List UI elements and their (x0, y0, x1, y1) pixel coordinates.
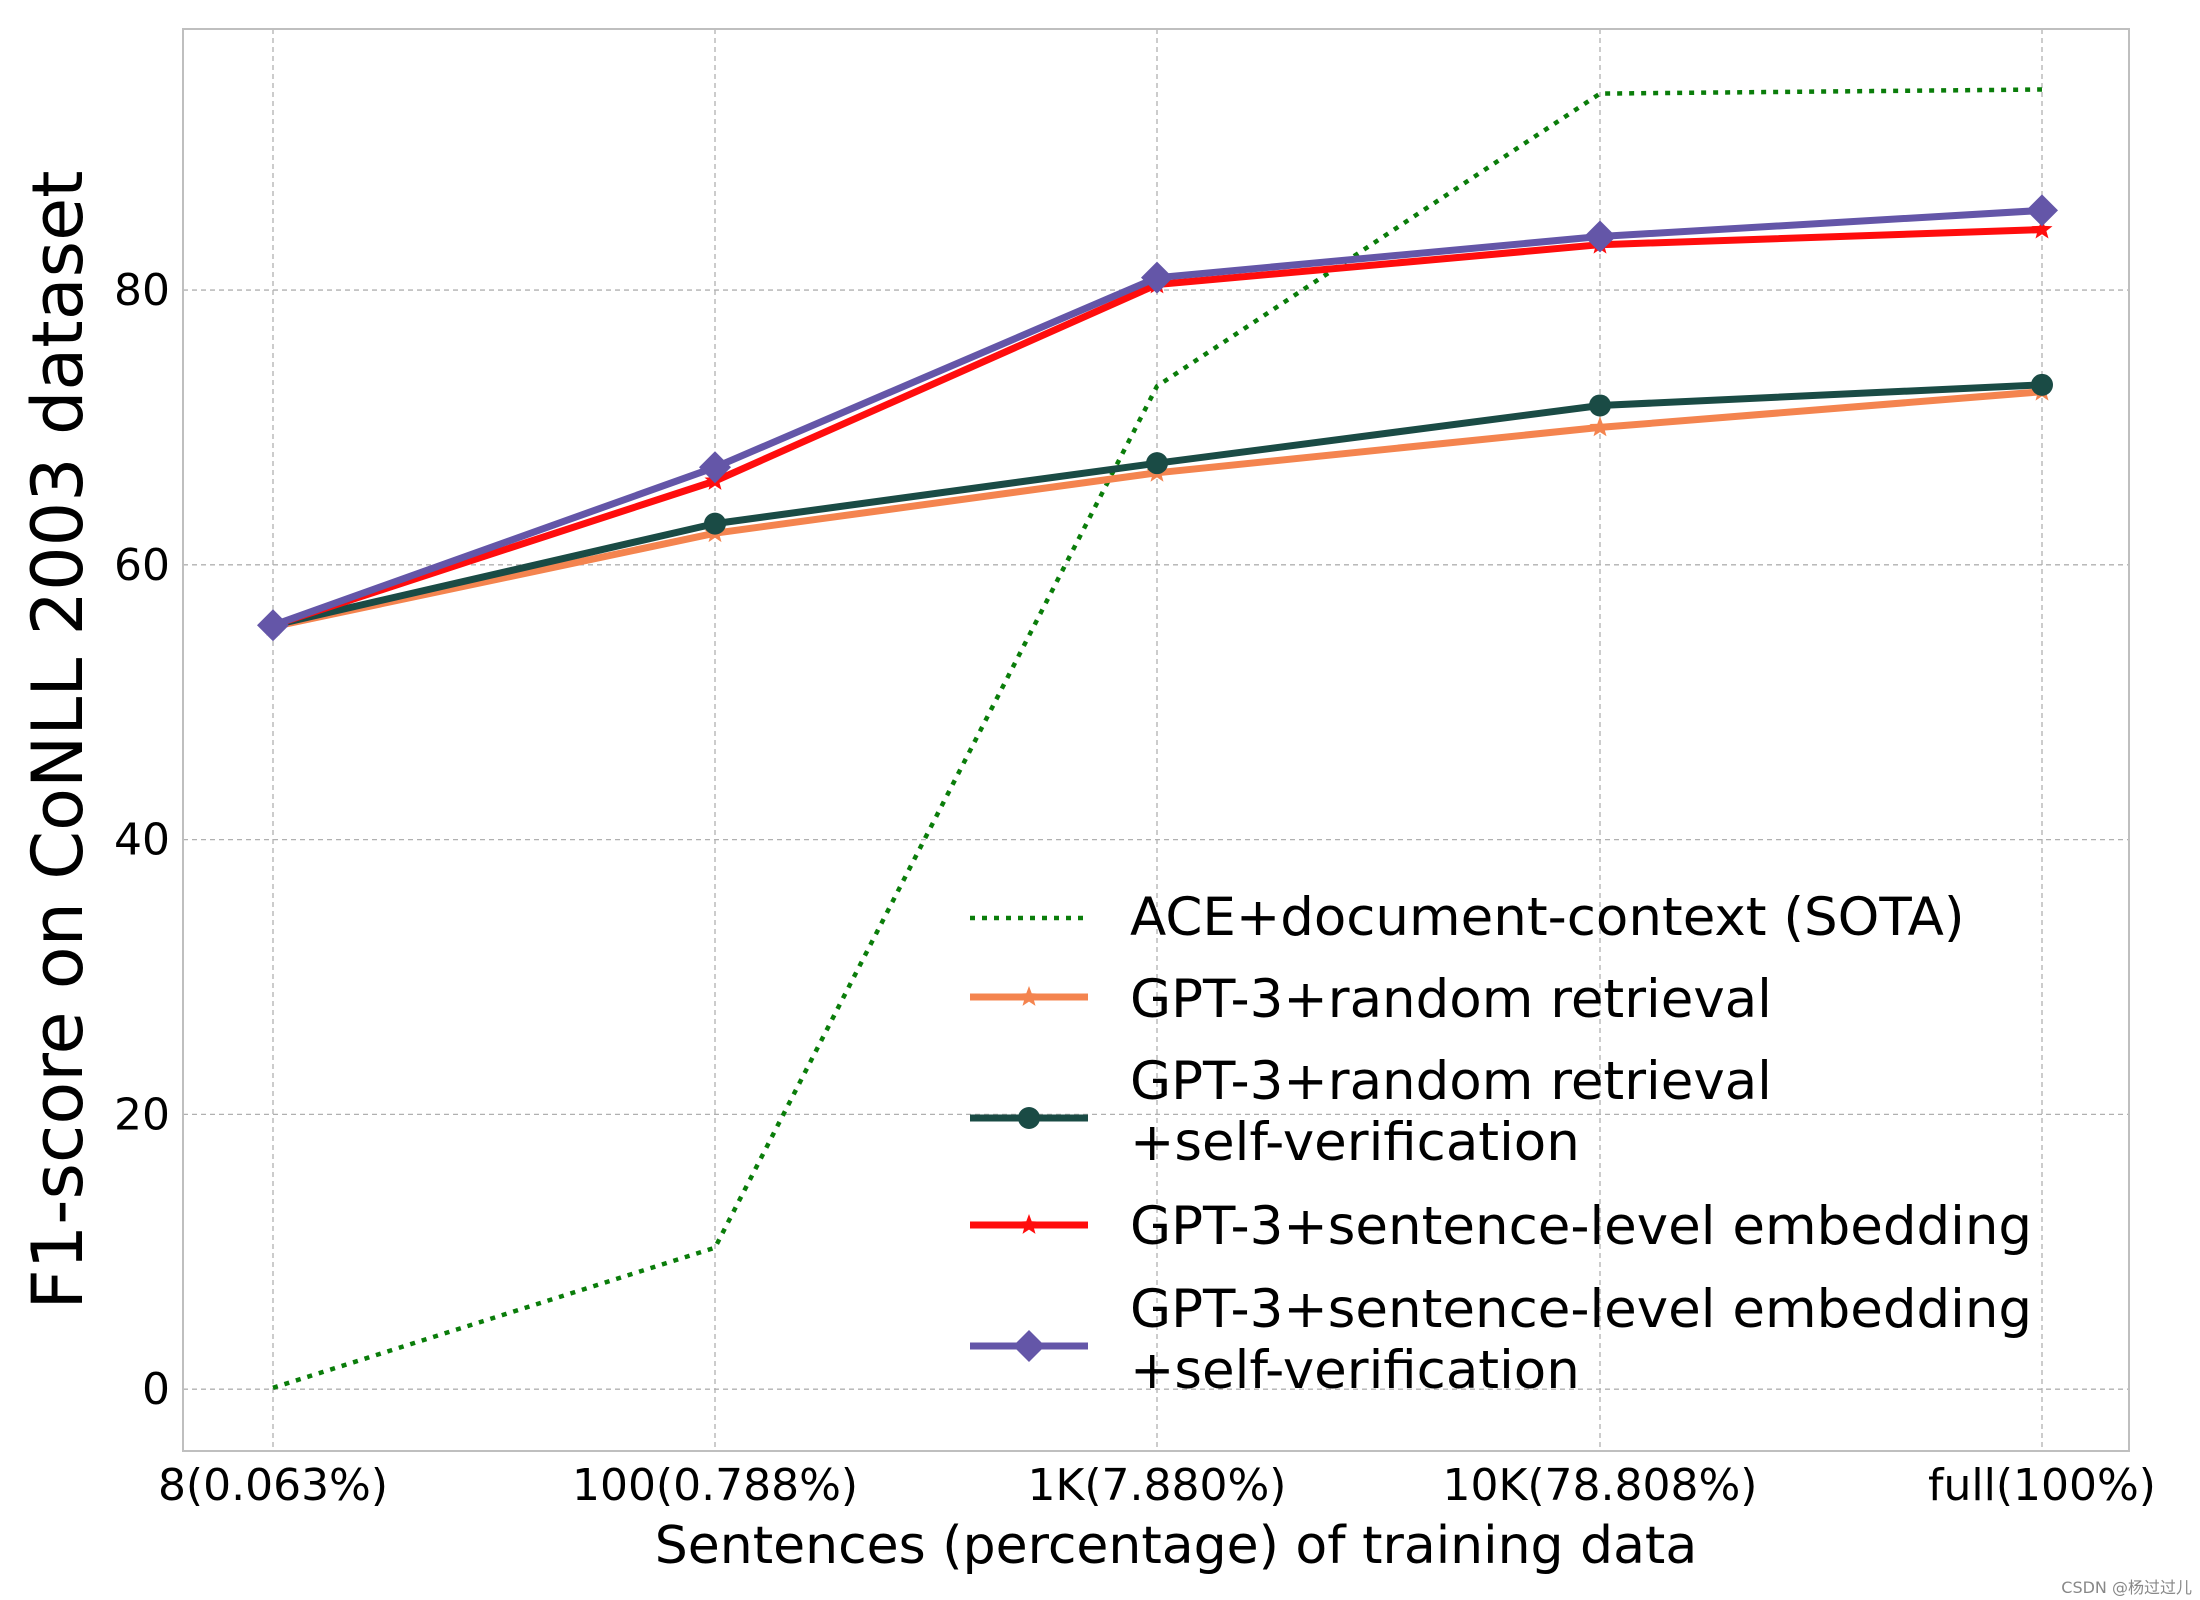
y-tick-label: 80 (114, 265, 170, 316)
legend-item-4: GPT-3+sentence-level embedding (970, 1196, 2032, 1257)
data-point (699, 451, 731, 484)
series-1 (272, 87, 2043, 1390)
x-tick-label: 10K(78.808%) (1443, 1460, 1758, 1511)
data-point (1141, 261, 1173, 294)
x-tick-label: full(100%) (1928, 1460, 2156, 1511)
legend-item-2: GPT-3+random retrieval (970, 969, 1772, 1030)
data-point (2031, 373, 2053, 396)
legend-item-5: GPT-3+sentence-level embedding +self-veri… (970, 1279, 2032, 1401)
y-tick-label: 20 (114, 1089, 170, 1140)
legend-marker (1013, 1330, 1045, 1362)
watermark: CSDN @杨过过儿 (2061, 1578, 2192, 1597)
data-point (1589, 394, 1611, 417)
series-line (272, 87, 2043, 1390)
legend-label: GPT-3+random retrieval (1130, 969, 1772, 1030)
legend-item-1: ACE+document-context (SOTA) (970, 887, 1965, 948)
data-point (1146, 452, 1168, 475)
legend-marker (1018, 986, 1040, 1006)
data-point (2026, 194, 2058, 227)
data-point (2031, 218, 2053, 239)
y-tick-label: 60 (114, 540, 170, 591)
x-tick-label: 100(0.788%) (572, 1460, 858, 1511)
x-tick-label: 1K(7.880%) (1028, 1460, 1287, 1511)
y-tick-label: 40 (114, 815, 170, 866)
legend-label: ACE+document-context (SOTA) (1130, 887, 1965, 948)
plot-frame (182, 28, 2130, 1452)
legend: ACE+document-context (SOTA) GPT-3+random … (970, 887, 2032, 1401)
series-5 (257, 194, 2058, 642)
legend-label: GPT-3+sentence-level embedding +self-veri… (1130, 1279, 2032, 1401)
x-axis-label: Sentences (percentage) of training data (655, 1516, 1697, 1576)
legend-label: GPT-3+random retrieval +self-verification (1130, 1051, 1772, 1173)
data-point (704, 512, 726, 535)
axis-ticks: 8(0.063%) 100(0.788%) 1K(7.880%) 10K(78.808… (114, 265, 2156, 1511)
legend-item-3: GPT-3+random retrieval +self-verification (970, 1051, 1772, 1173)
legend-label: GPT-3+sentence-level embedding (1130, 1196, 2032, 1257)
data-point (1584, 220, 1616, 253)
grid (183, 29, 2129, 1451)
series-group (257, 87, 2058, 1390)
y-tick-label: 0 (142, 1364, 170, 1415)
y-axis-label: F1-score on CoNLL 2003 dataset (17, 170, 99, 1309)
x-tick-label: 8(0.063%) (158, 1460, 388, 1511)
data-point (257, 609, 289, 642)
legend-marker (1018, 1214, 1040, 1234)
legend-marker (1018, 1107, 1040, 1129)
data-point (1589, 416, 1611, 437)
